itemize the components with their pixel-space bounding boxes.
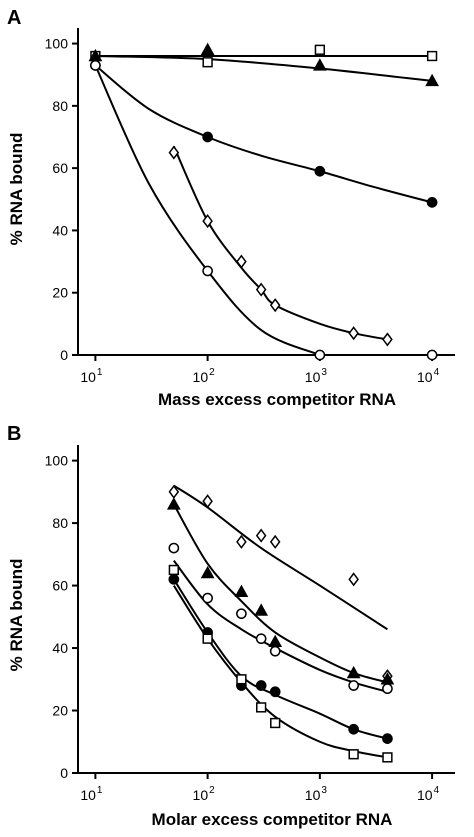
panel-b-point-diamond-open [236,534,247,549]
panel-a-point-diamond-open [255,282,267,297]
panel-a-letter: A [7,7,21,29]
panel-b-curves [172,484,388,759]
panel-a-point-circle-open [202,265,213,277]
panel-b-point-triangle-filled [346,665,361,679]
panel-a-point-square-open [426,50,438,62]
panel-b-x-axis-title: Molar excess competitor RNA [152,810,393,829]
panel-b-point-triangle-filled [200,565,215,579]
panel-a-y-tick-label: 80 [52,98,68,114]
panel-a-y-axis-title: % RNA bound [7,133,26,246]
panel-a-point-diamond-open [348,326,359,341]
panel-a-point-circle-filled [314,165,326,177]
panel-a-point-diamond-open [236,254,247,269]
panel-b-point-triangle-filled [268,634,283,648]
panel-a-point-circle-open [90,60,101,71]
panel-a-x-tick-label: 101 [80,367,103,385]
panel-a-point-triangle-filled [425,73,439,87]
panel-a-curve-triangle-filled [95,55,433,82]
panel-b-axes: 0 20 40 60 80 100 101 102 103 104 [45,445,455,803]
panel-b-point-square-open [382,752,393,763]
panel-b-x-tick-label: 104 [417,785,440,803]
panel-b-point-square-open [348,749,359,760]
panel-b-x-tick-label: 101 [80,785,103,803]
panel-b-point-circle-filled [168,573,180,585]
panel-a-point-circle-open [314,349,326,361]
panel-b-y-axis-title: % RNA bound [7,559,26,672]
panel-a: A 0 20 40 60 80 100 101 102 103 104 Mass excess c… [7,7,455,409]
panel-a-point-diamond-open [382,332,393,347]
panel-a-point-diamond-open [202,214,213,229]
panel-a-point-circle-open [426,349,438,361]
panel-b-point-circle-open [168,542,180,554]
panel-b-point-diamond-open [255,528,267,543]
panel-b-point-circle-filled [382,733,393,744]
panel-b-point-circle-filled [269,686,281,698]
panel-b-point-triangle-filled [166,497,181,510]
panel-a-y-tick-label: 40 [52,222,68,238]
panel-b-x-tick-label: 102 [193,785,216,803]
panel-a-curve-circle-open [94,64,321,356]
panel-b-point-square-open [270,717,281,729]
panel-b-markers [166,484,395,763]
panel-a-x-tick-label: 102 [193,367,216,385]
panel-a-y-tick-label: 0 [60,347,68,363]
panel-b-point-circle-open [348,680,359,691]
panel-b-point-diamond-open [202,494,213,509]
panel-b-point-circle-open [202,592,213,604]
panel-b-point-square-open [168,564,179,576]
panel-a-point-square-open [314,44,326,55]
panel-b-letter: B [7,423,21,445]
panel-b-point-circle-open [255,633,267,645]
panel-b-y-tick-label: 80 [52,515,68,531]
panel-b-point-circle-filled [348,723,359,735]
panel-a-x-tick-label: 103 [305,367,328,385]
panel-a-point-circle-filled [202,131,213,143]
panel-b-x-tick-label: 103 [305,785,328,803]
panel-a-point-triangle-filled [200,42,215,56]
panel-b-y-tick-label: 60 [52,578,68,594]
panel-b-point-circle-open [269,645,281,657]
panel-b: B 0 20 40 60 80 100 101 102 103 104 Molar excess … [7,423,455,829]
panel-b-point-square-open [236,674,247,685]
panel-a-point-diamond-open [269,298,281,313]
panel-b-curve-diamond-open [173,484,388,631]
panel-a-y-tick-label: 100 [45,36,69,52]
panel-b-point-diamond-open [269,534,281,549]
panel-a-axes: 0 20 40 60 80 100 101 102 103 104 [45,28,455,385]
panel-a-x-tick-label: 104 [417,367,440,385]
panel-b-point-circle-open [236,608,247,620]
panel-b-point-circle-open [382,683,393,695]
panel-b-point-triangle-filled [234,584,249,598]
panel-a-curve-circle-filled [94,64,433,204]
panel-b-point-square-open [202,633,213,644]
panel-b-y-tick-label: 20 [52,703,68,719]
panel-a-point-circle-filled [426,197,438,208]
panel-a-point-triangle-filled [312,58,327,71]
panel-a-y-tick-label: 20 [52,285,68,301]
panel-b-point-triangle-filled [254,603,269,616]
panel-a-curves [94,55,433,356]
panel-b-point-circle-filled [255,680,267,691]
panel-a-point-diamond-open [168,145,180,160]
panel-b-y-tick-label: 40 [52,640,68,656]
panel-a-point-square-open [202,57,213,68]
panel-b-y-tick-label: 0 [60,765,68,781]
panel-b-point-square-open [256,702,267,713]
panel-a-markers [88,42,439,361]
panel-a-curve-diamond-open [172,145,388,341]
panel-a-y-tick-label: 60 [52,160,68,176]
panel-b-y-tick-label: 100 [45,453,69,469]
panel-a-x-axis-title: Mass excess competitor RNA [158,390,396,409]
panel-b-point-diamond-open [348,572,359,587]
